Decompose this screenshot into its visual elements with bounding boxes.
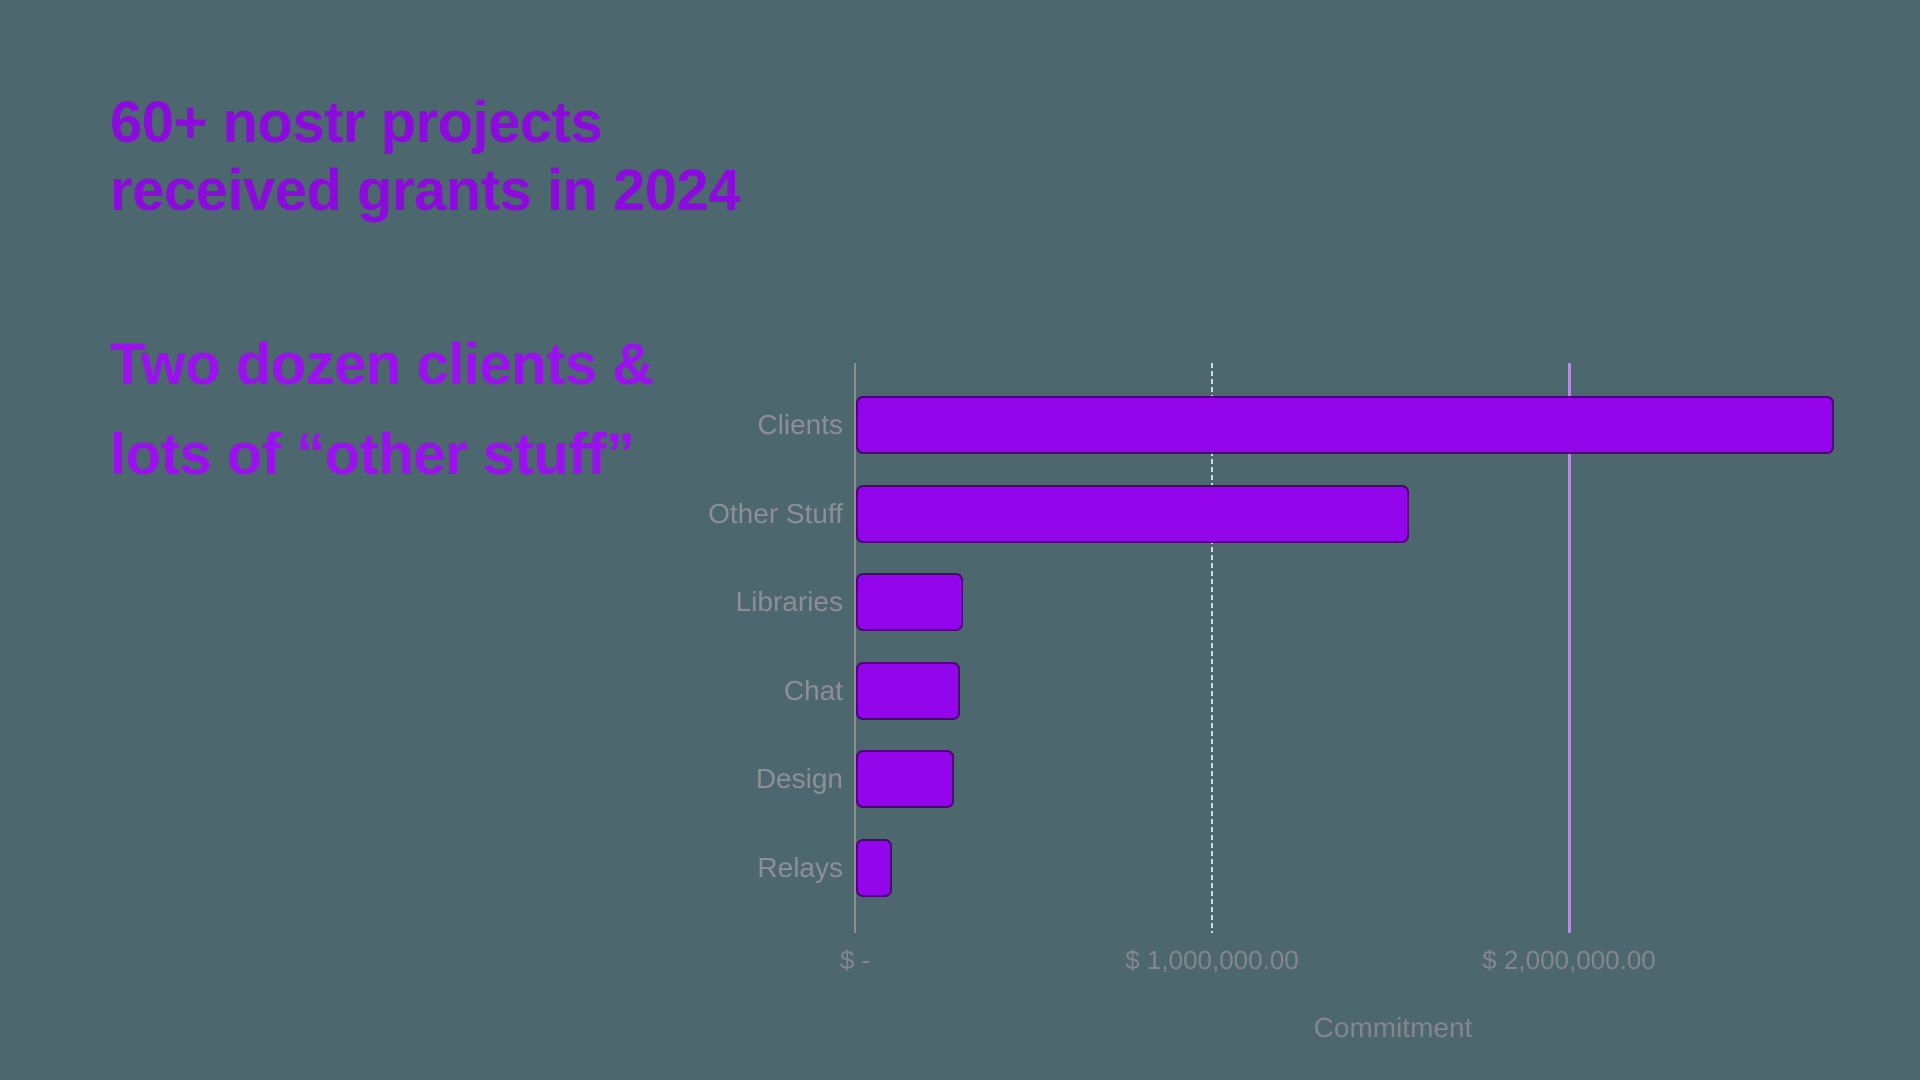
- x-tick-label: $ -: [839, 945, 871, 975]
- page-subtitle: Two dozen clients & lots of “other stuff…: [110, 320, 654, 500]
- category-label: Relays: [757, 851, 843, 883]
- chart-row-clients: Clients: [757, 381, 1920, 470]
- bar-clients: [856, 396, 1835, 455]
- subtitle-line-1: Two dozen clients &: [110, 332, 654, 397]
- category-label: Other Stuff: [708, 497, 843, 529]
- gridline-1000000: [1211, 363, 1213, 933]
- bar-chat: [856, 661, 960, 720]
- bar-design: [856, 750, 955, 809]
- x-axis-title: Commitment: [1313, 1012, 1473, 1043]
- chart-row-libraries: Libraries: [736, 558, 1920, 647]
- category-label: Design: [755, 763, 843, 795]
- gridline-2000000: [1568, 363, 1571, 933]
- category-label: Chat: [783, 674, 843, 706]
- chart-row-other-stuff: Other Stuff: [708, 470, 1920, 559]
- chart-row-relays: Relays: [757, 824, 1920, 913]
- title-line-2: received grants in 2024: [110, 158, 741, 223]
- chart-row-design: Design: [756, 735, 1920, 824]
- title-line-1: 60+ nostr projects: [110, 90, 603, 155]
- bars-layer: Clients Other Stuff Libraries Chat Design Rel…: [708, 381, 1920, 913]
- chart-row-chat: Chat: [784, 647, 1920, 736]
- category-label: Clients: [757, 409, 843, 441]
- page-title: 60+ nostr projects received grants in 20…: [110, 89, 741, 225]
- category-label: Libraries: [735, 586, 843, 618]
- x-tick-label: $ 1,000,000.00: [1125, 945, 1299, 975]
- subtitle-line-2: lots of “other stuff”: [110, 422, 635, 487]
- bar-other-stuff: [856, 484, 1410, 543]
- bar-libraries: [856, 573, 964, 632]
- bar-relays: [856, 838, 892, 897]
- y-axis-line: [854, 363, 856, 933]
- x-tick-label: $ 2,000,000.00: [1482, 945, 1656, 975]
